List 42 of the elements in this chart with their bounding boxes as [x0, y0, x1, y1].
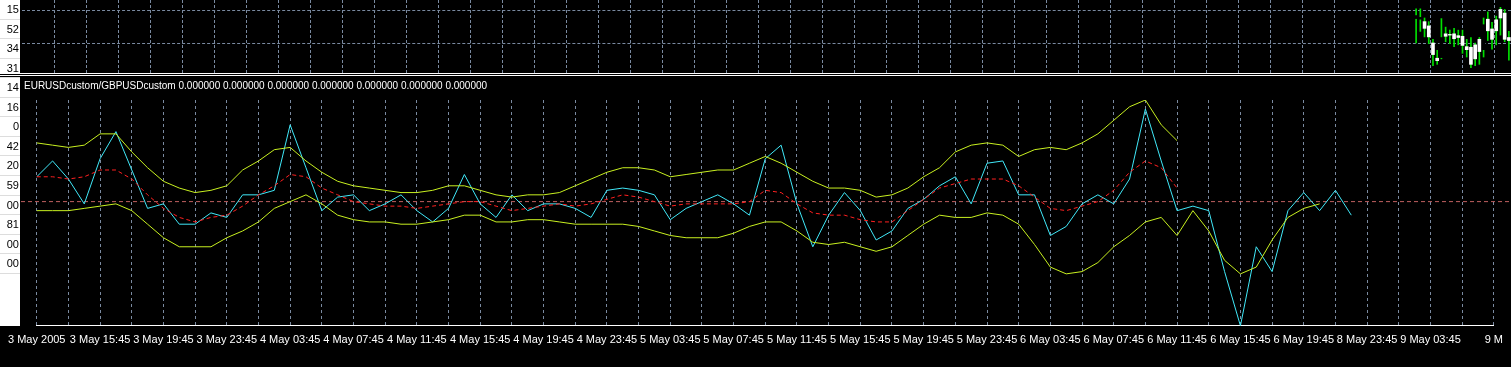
candlestick [1414, 8, 1418, 44]
text: 34 [0, 39, 20, 59]
text: 15 [0, 0, 20, 20]
x-tick-label: 4 May 07:45 [323, 333, 384, 346]
text: 20 [0, 156, 20, 176]
x-tick-label: 3 May 19:45 [133, 333, 194, 346]
x-tick-label: 8 May 23:45 [1336, 333, 1398, 346]
text: 81 [0, 215, 20, 235]
x-tick-label: 9 M [1484, 333, 1503, 346]
x-tick-label: 6 May 19:45 [1273, 333, 1335, 346]
x-tick-label: 4 May 19:45 [513, 333, 574, 346]
x-tick-label: 5 May 03:45 [639, 333, 701, 346]
text: 00 [0, 254, 20, 274]
text: 59 [0, 175, 20, 196]
text: 52 [0, 19, 20, 40]
x-tick-label: 5 May 23:45 [956, 333, 1018, 346]
text: 42 [0, 136, 20, 157]
x-tick-label: 3 May 2005 [8, 333, 66, 346]
x-tick-label: 6 May 03:45 [1020, 333, 1081, 346]
x-tick-label: 3 May 23:45 [196, 333, 258, 346]
x-tick-label: 6 May 15:45 [1210, 333, 1271, 346]
x-tick-label: 5 May 19:45 [893, 333, 954, 346]
text: 0 [0, 117, 20, 137]
x-tick-label: 3 May 15:45 [69, 333, 131, 346]
candlestick [1452, 28, 1456, 47]
x-tick-label: 4 May 11:45 [386, 333, 447, 346]
x-tick-label: 5 May 07:45 [703, 333, 764, 346]
chart-title: EURUSDcustom/GBPUSDcustom 0.000000 0.000000 0.000000 0.000000 0.000000 0.000000 0.000000 [24, 80, 488, 91]
text: 31 [0, 58, 20, 79]
x-tick-label: 5 May 15:45 [830, 333, 891, 346]
text: 14 [0, 78, 20, 98]
x-tick-label: 4 May 15:45 [449, 333, 511, 346]
x-tick-label: 5 May 11:45 [767, 333, 827, 346]
x-tick-label: 4 May 23:45 [576, 333, 638, 346]
x-tick-label: 9 May 03:45 [1400, 333, 1461, 346]
x-tick-label: 6 May 11:45 [1147, 333, 1207, 346]
x-tick-label: 4 May 03:45 [259, 333, 321, 346]
candlestick [1456, 29, 1461, 46]
x-tick-label: 6 May 07:45 [1083, 333, 1144, 346]
text: 00 [0, 195, 20, 216]
text: 16 [0, 97, 20, 118]
text: 00 [0, 234, 20, 255]
